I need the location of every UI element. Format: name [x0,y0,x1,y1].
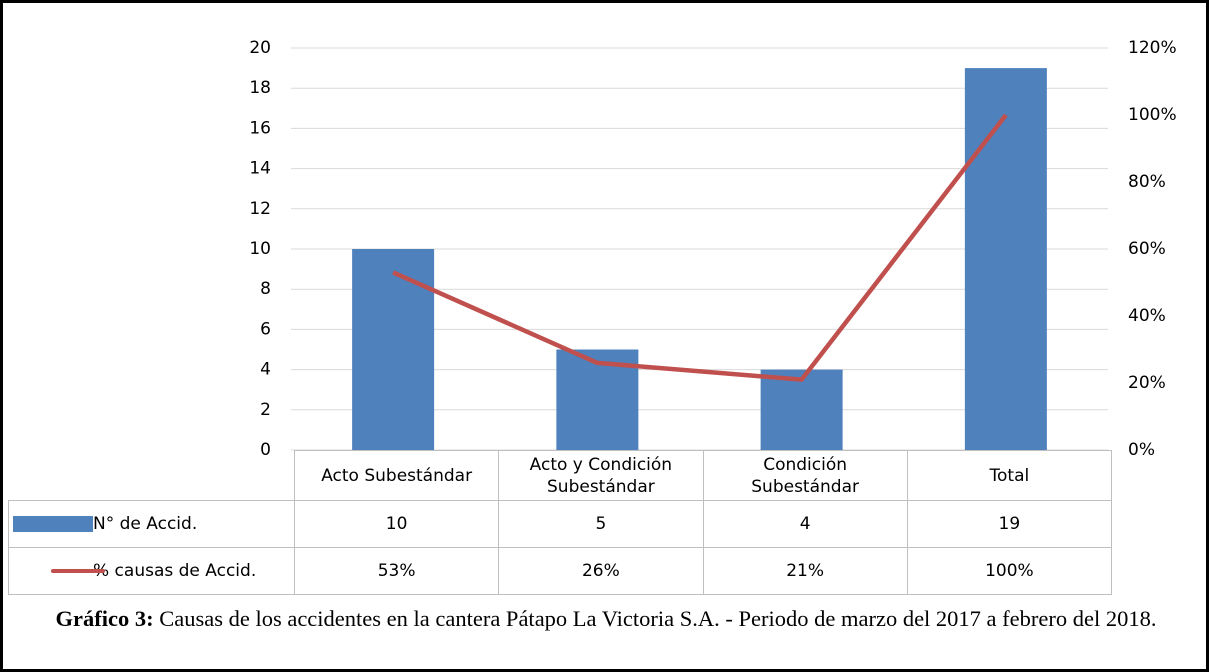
legend-swatch [51,569,105,573]
category-label: Acto y Condición Subestándar [498,450,704,501]
data-table: Acto Subestándar Acto y Condición Subestá… [8,450,1113,595]
y-tick-label: 12 [249,199,271,219]
y-tick-label: 16 [249,118,271,138]
y-tick-label: 18 [249,78,271,98]
y2-tick-label: 40% [1128,306,1166,326]
y-tick-label: 4 [260,360,271,380]
y2-tick-label: 0% [1128,440,1155,460]
bar [964,68,1047,450]
legend-label: % causas de Accid. [93,561,257,581]
bar [760,369,843,450]
category-label: Condición Subestándar [702,450,908,501]
table-value: 19 [906,500,1113,548]
bar [352,249,435,450]
category-label: Total [906,450,1113,501]
legend-swatch [13,516,93,532]
caption-label: Gráfico 3: [55,606,154,631]
y-tick-label: 2 [260,400,271,420]
y-tick-label: 10 [249,239,271,259]
table-header-row: Acto Subestándar Acto y Condición Subestá… [8,450,1113,501]
y2-tick-label: 60% [1128,239,1166,259]
y2-tick-label: 80% [1128,172,1166,192]
table-value: 10 [293,500,500,548]
table-value: 5 [498,500,704,548]
y2-tick-label: 100% [1128,105,1177,125]
y2-tick-label: 120% [1128,38,1177,58]
blank-cell [8,450,295,501]
y-tick-label: 20 [249,38,271,58]
y-tick-label: 14 [249,159,271,179]
legend-cell: N° de Accid. [8,500,295,548]
line-series [392,113,1008,382]
caption: Gráfico 3: Causas de los accidentes en l… [3,603,1206,635]
y-tick-label: 0 [260,440,271,460]
y-tick-label: 8 [260,279,271,299]
caption-text: Causas de los accidentes en la cantera P… [159,606,1157,631]
table-value: 100% [906,547,1113,595]
y-tick-label: 6 [260,319,271,339]
table-row: % causas de Accid. 53% 26% 21% 100% [8,547,1113,595]
category-label: Acto Subestándar [293,450,500,501]
table-value: 4 [702,500,908,548]
legend-cell: % causas de Accid. [8,547,295,595]
y2-tick-label: 20% [1128,373,1166,393]
table-row: N° de Accid. 10 5 4 19 [8,500,1113,548]
table-value: 26% [498,547,704,595]
table-value: 21% [702,547,908,595]
table-value: 53% [293,547,500,595]
legend-label: N° de Accid. [93,514,198,534]
